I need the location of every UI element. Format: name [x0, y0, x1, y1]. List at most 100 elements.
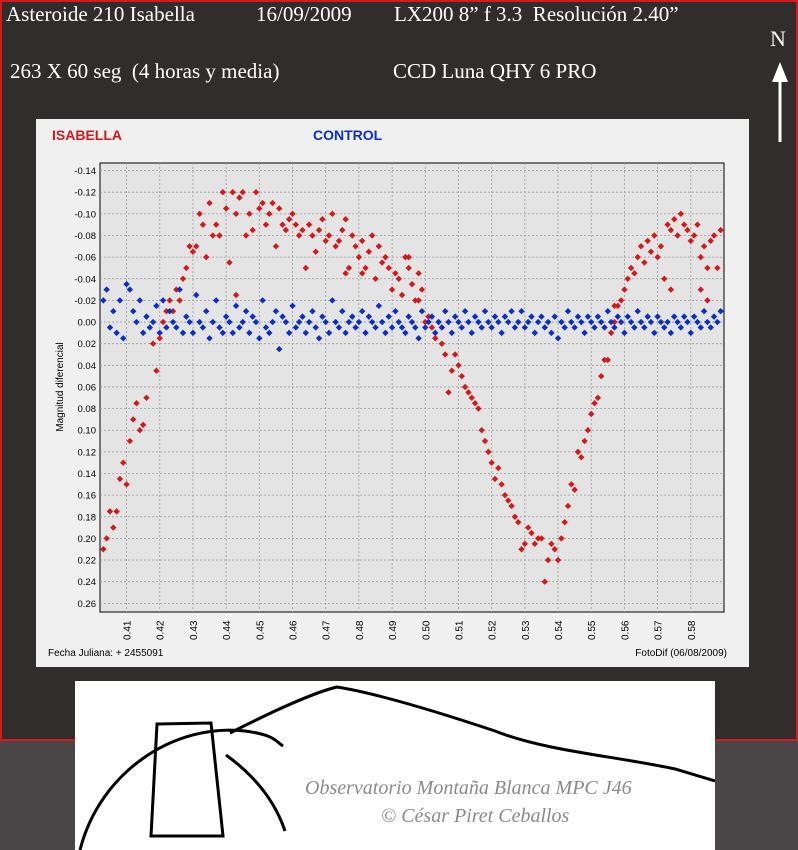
isabella-point [299, 226, 306, 234]
isabella-point [415, 270, 422, 277]
control-point [690, 313, 698, 320]
isabella-point [710, 232, 718, 239]
control-point [289, 302, 296, 310]
control-point [110, 308, 117, 315]
isabella-point [120, 459, 127, 466]
isabella-point [481, 437, 489, 445]
control-point [163, 324, 170, 331]
isabella-point [269, 199, 276, 207]
control-point [501, 313, 509, 320]
control-point [674, 318, 681, 326]
control-point [282, 318, 290, 326]
isabella-point [664, 221, 671, 228]
isabella-point [690, 232, 698, 239]
control-point [418, 308, 426, 315]
isabella-point [488, 459, 495, 466]
legend-control: CONTROL [313, 127, 383, 143]
x-tick-label: 0.46 [289, 620, 300, 640]
y-tick-label: 0.20 [78, 534, 97, 545]
control-point [315, 335, 323, 342]
control-point [651, 329, 658, 337]
control-point [641, 324, 648, 331]
isabella-point [222, 205, 230, 212]
y-tick-label: -0.04 [74, 274, 96, 285]
isabella-point [232, 291, 240, 299]
y-tick-label: 0.22 [78, 556, 97, 567]
x-tick-label: 0.53 [521, 620, 532, 640]
isabella-point [674, 232, 681, 239]
isabella-point [551, 546, 558, 553]
isabella-point [428, 324, 436, 331]
isabella-point [272, 243, 280, 250]
isabella-point [159, 318, 167, 326]
y-tick-label: 0.12 [78, 447, 97, 458]
control-point [139, 329, 147, 337]
y-tick-label: 0.06 [78, 382, 97, 393]
control-point [299, 313, 306, 320]
control-point [385, 313, 392, 320]
chart-svg: ISABELLA CONTROL -0.14-0.12-0.10-0.08-0.… [48, 127, 727, 659]
isabella-point [515, 519, 522, 526]
isabella-point [153, 367, 160, 374]
control-point [189, 329, 197, 337]
control-point [495, 318, 502, 326]
control-point [362, 329, 369, 337]
isabella-point [485, 448, 492, 456]
isabella-point [571, 486, 578, 493]
control-point [647, 318, 655, 326]
control-point [481, 308, 489, 315]
control-point [242, 308, 250, 315]
control-point [392, 308, 399, 315]
isabella-point [581, 437, 588, 445]
isabella-point [226, 259, 233, 266]
isabella-point [339, 226, 346, 234]
isabella-point [139, 421, 147, 429]
control-point [710, 313, 718, 320]
isabella-point [325, 232, 333, 239]
compass-north-label: N [770, 26, 786, 51]
isabella-point [143, 394, 150, 401]
control-point [422, 324, 429, 331]
x-tick-label: 0.58 [687, 620, 698, 640]
y-tick-label: -0.08 [74, 231, 96, 242]
control-point [700, 308, 708, 315]
north-arrow-icon [772, 62, 788, 142]
x-tick-label: 0.57 [654, 620, 665, 640]
x-tick-label: 0.43 [189, 620, 200, 640]
isabella-point [561, 519, 568, 526]
isabella-point [647, 248, 655, 255]
isabella-point [661, 275, 668, 282]
isabella-point [319, 216, 326, 223]
isabella-point [445, 389, 452, 396]
control-point [269, 318, 276, 326]
isabella-point [611, 302, 618, 310]
control-point [551, 313, 558, 320]
isabella-point [405, 253, 412, 261]
control-point [491, 313, 499, 320]
control-point [136, 297, 144, 304]
control-point [617, 318, 625, 326]
isabella-point [495, 464, 502, 472]
control-point [239, 318, 246, 326]
isabella-point [422, 318, 429, 326]
control-point [671, 313, 678, 320]
isabella-point [654, 253, 661, 261]
y-tick-label: 0.00 [78, 318, 97, 329]
control-point [548, 329, 555, 337]
control-point [355, 318, 363, 326]
control-point [644, 313, 651, 320]
control-point [468, 329, 475, 337]
isabella-point [292, 221, 300, 228]
isabella-point [641, 259, 648, 266]
isabella-point [637, 243, 645, 250]
control-point [183, 313, 190, 320]
y-tick-label: -0.02 [74, 296, 96, 307]
isabella-point [651, 232, 658, 239]
isabella-point [206, 199, 213, 207]
isabella-point [574, 448, 582, 456]
control-point [425, 318, 432, 326]
control-point [295, 318, 303, 326]
control-point [614, 313, 621, 320]
isabella-point [601, 356, 608, 364]
control-point [637, 318, 645, 326]
